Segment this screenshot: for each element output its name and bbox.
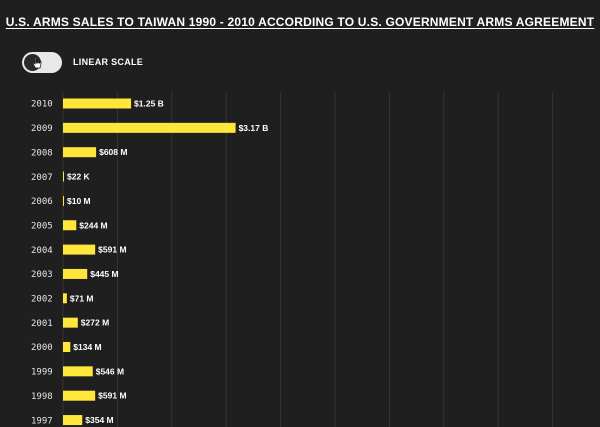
- value-label-2001: $272 M: [81, 318, 109, 328]
- value-label-1999: $546 M: [96, 366, 124, 376]
- value-label-2000: $134 M: [73, 342, 101, 352]
- year-label-1998: 1998: [31, 392, 53, 402]
- year-label-2004: 2004: [31, 246, 53, 256]
- value-label-2002: $71 M: [70, 293, 94, 303]
- bar-1999[interactable]: [63, 366, 93, 377]
- year-label-2001: 2001: [31, 319, 53, 329]
- bar-2004[interactable]: [63, 244, 96, 255]
- bar-1998[interactable]: [63, 390, 96, 401]
- year-label-2006: 2006: [31, 197, 53, 207]
- year-label-2007: 2007: [31, 173, 53, 183]
- bar-1997[interactable]: [63, 415, 83, 426]
- bar-2001[interactable]: [63, 317, 78, 328]
- value-label-1997: $354 M: [85, 415, 113, 425]
- scale-toggle-label: LINEAR SCALE: [73, 57, 144, 67]
- bar-2002[interactable]: [63, 293, 67, 304]
- year-label-2002: 2002: [31, 295, 53, 305]
- grid-lines: [62, 92, 554, 427]
- value-label-2008: $608 M: [99, 147, 127, 157]
- year-label-1997: 1997: [31, 416, 53, 426]
- bar-2003[interactable]: [63, 268, 88, 279]
- value-label-2005: $244 M: [79, 220, 107, 230]
- bar-2006[interactable]: [63, 195, 64, 206]
- chart-title: U.S. ARMS SALES TO TAIWAN 1990 - 2010 AC…: [5, 15, 595, 29]
- bar-rows: 2010 $1.25 B 2009 $3.17 B 2008 $608 M 2007 $22 …: [31, 98, 269, 426]
- value-label-2009: $3.17 B: [239, 123, 269, 133]
- bar-2000[interactable]: [63, 342, 71, 352]
- value-label-2010: $1.25 B: [134, 99, 164, 109]
- bar-2008[interactable]: [63, 147, 97, 158]
- value-label-2007: $22 K: [67, 172, 91, 182]
- year-label-2010: 2010: [31, 100, 53, 110]
- year-label-2009: 2009: [31, 124, 53, 134]
- bar-2009[interactable]: [63, 122, 236, 133]
- value-label-1998: $591 M: [98, 391, 126, 401]
- bar-2005[interactable]: [63, 220, 77, 231]
- year-label-2003: 2003: [31, 270, 53, 280]
- year-label-2005: 2005: [31, 221, 53, 231]
- year-label-2008: 2008: [31, 148, 53, 158]
- year-label-2000: 2000: [31, 343, 53, 353]
- bar-2007[interactable]: [63, 171, 64, 182]
- value-label-2004: $591 M: [98, 245, 126, 255]
- value-label-2006: $10 M: [67, 196, 91, 206]
- bar-2010[interactable]: [63, 98, 132, 109]
- value-label-2003: $445 M: [90, 269, 118, 279]
- year-label-1999: 1999: [31, 368, 53, 378]
